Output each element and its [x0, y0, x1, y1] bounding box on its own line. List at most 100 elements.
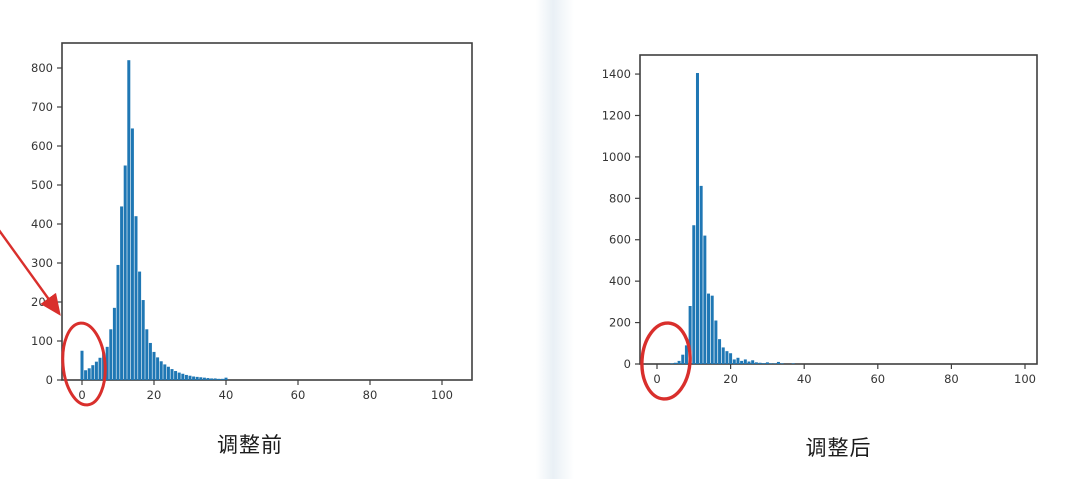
- histogram-bar: [202, 377, 206, 380]
- histogram-bar: [718, 339, 722, 364]
- histogram-bar: [145, 329, 149, 380]
- histogram-bar: [688, 306, 692, 364]
- histogram-bar: [673, 362, 677, 364]
- histogram-bar: [192, 376, 196, 380]
- histogram-bar: [220, 378, 224, 380]
- histogram-bar: [127, 60, 131, 380]
- x-tick-label: 0: [78, 388, 85, 402]
- histogram-bar: [773, 363, 777, 364]
- histogram-bar: [729, 353, 733, 364]
- x-tick-label: 20: [147, 388, 162, 402]
- histogram-bar: [769, 363, 773, 364]
- histogram-bar: [736, 357, 740, 364]
- y-tick-label: 600: [609, 233, 631, 247]
- x-tick-label: 40: [219, 388, 234, 402]
- histogram-bar: [732, 359, 736, 364]
- histogram-bar: [703, 235, 707, 364]
- histogram-bar: [184, 374, 188, 380]
- histogram-bar: [695, 73, 699, 365]
- histogram-bar: [765, 362, 769, 364]
- plot-border: [61, 42, 473, 381]
- histogram-bar: [747, 361, 751, 364]
- y-tick-label: 800: [31, 61, 53, 75]
- histogram-bar: [123, 165, 127, 380]
- histogram-bar: [762, 363, 766, 364]
- histogram-bar: [116, 264, 120, 380]
- chart-title-after: 调整后: [805, 436, 872, 460]
- histogram-after-plot: 0 200 400 600 800 1000 1200 1400 0 20 40 60 80 100: [602, 54, 1038, 386]
- y-tick-label: 200: [609, 316, 631, 330]
- x-tick-label: 0: [653, 372, 660, 386]
- y-tick-label: 100: [31, 334, 53, 348]
- histogram-bar: [210, 378, 214, 380]
- chart-title-before: 调整前: [217, 433, 283, 457]
- y-tick-label: 400: [609, 274, 631, 288]
- histogram-bar: [195, 376, 199, 380]
- histogram-bar: [181, 373, 185, 380]
- y-tick-label: 1000: [602, 150, 631, 164]
- histogram-bar: [98, 357, 102, 380]
- histogram-bar: [776, 361, 780, 364]
- histogram-bar: [87, 368, 91, 380]
- histogram-bar: [743, 359, 747, 364]
- histogram-bar: [188, 375, 192, 380]
- histogram-bar: [109, 329, 113, 380]
- y-tick-label: 1200: [602, 108, 631, 122]
- histogram-bar: [677, 360, 681, 364]
- histogram-bar: [780, 363, 784, 364]
- histogram-bar: [199, 377, 203, 380]
- histogram-bar: [670, 363, 674, 364]
- histogram-bar: [105, 346, 109, 380]
- histogram-bar: [751, 360, 755, 364]
- histogram-bar: [791, 363, 795, 364]
- x-tick-label: 60: [291, 388, 306, 402]
- x-tick-label: 40: [797, 372, 812, 386]
- histogram-bar: [120, 206, 124, 380]
- histogram-bar: [138, 271, 142, 380]
- histogram-bar: [141, 300, 145, 380]
- histogram-bar: [91, 365, 95, 380]
- histogram-bar: [684, 345, 688, 364]
- histogram-bar: [714, 320, 718, 364]
- histogram-bar: [94, 361, 98, 380]
- x-tick-label: 80: [944, 372, 959, 386]
- y-tick-label: 600: [31, 139, 53, 153]
- y-tick-label: 200: [31, 295, 53, 309]
- plot-border: [639, 54, 1038, 365]
- histogram-bar: [699, 185, 703, 364]
- histogram-before-plot: 0 100 200 300 400 500 600 700 800 0 20 40 60 80 100: [31, 42, 473, 402]
- histogram-bar: [217, 378, 221, 380]
- x-tick-label: 60: [870, 372, 885, 386]
- histogram-bar: [224, 377, 228, 380]
- histogram-bar: [710, 295, 714, 364]
- histogram-bar: [754, 362, 758, 364]
- histogram-bar: [112, 307, 116, 380]
- histogram-bar: [152, 351, 156, 380]
- y-tick-label: 1400: [602, 67, 631, 81]
- y-tick-label: 700: [31, 100, 53, 114]
- histogram-bar: [681, 354, 685, 364]
- y-tick-label: 300: [31, 256, 53, 270]
- histogram-bar: [130, 128, 134, 380]
- x-tick-label: 20: [723, 372, 738, 386]
- histogram-bar: [170, 369, 174, 380]
- x-tick-label: 100: [1014, 372, 1036, 386]
- histogram-bar: [148, 342, 152, 380]
- histogram-bar: [740, 360, 744, 364]
- histogram-bar: [156, 357, 160, 380]
- histogram-bar: [166, 366, 170, 380]
- histogram-bar: [758, 362, 762, 364]
- histogram-bar: [206, 378, 210, 380]
- y-tick-label: 0: [624, 357, 631, 371]
- histogram-bar: [721, 347, 725, 364]
- x-tick-label: 80: [363, 388, 378, 402]
- histogram-bar: [102, 352, 106, 380]
- y-tick-label: 800: [609, 191, 631, 205]
- histogram-bar: [213, 378, 217, 380]
- histogram-bar: [174, 371, 178, 380]
- y-tick-label: 0: [46, 373, 53, 387]
- histogram-bar: [84, 370, 88, 380]
- histogram-bar: [134, 216, 138, 380]
- histogram-bar: [725, 351, 729, 364]
